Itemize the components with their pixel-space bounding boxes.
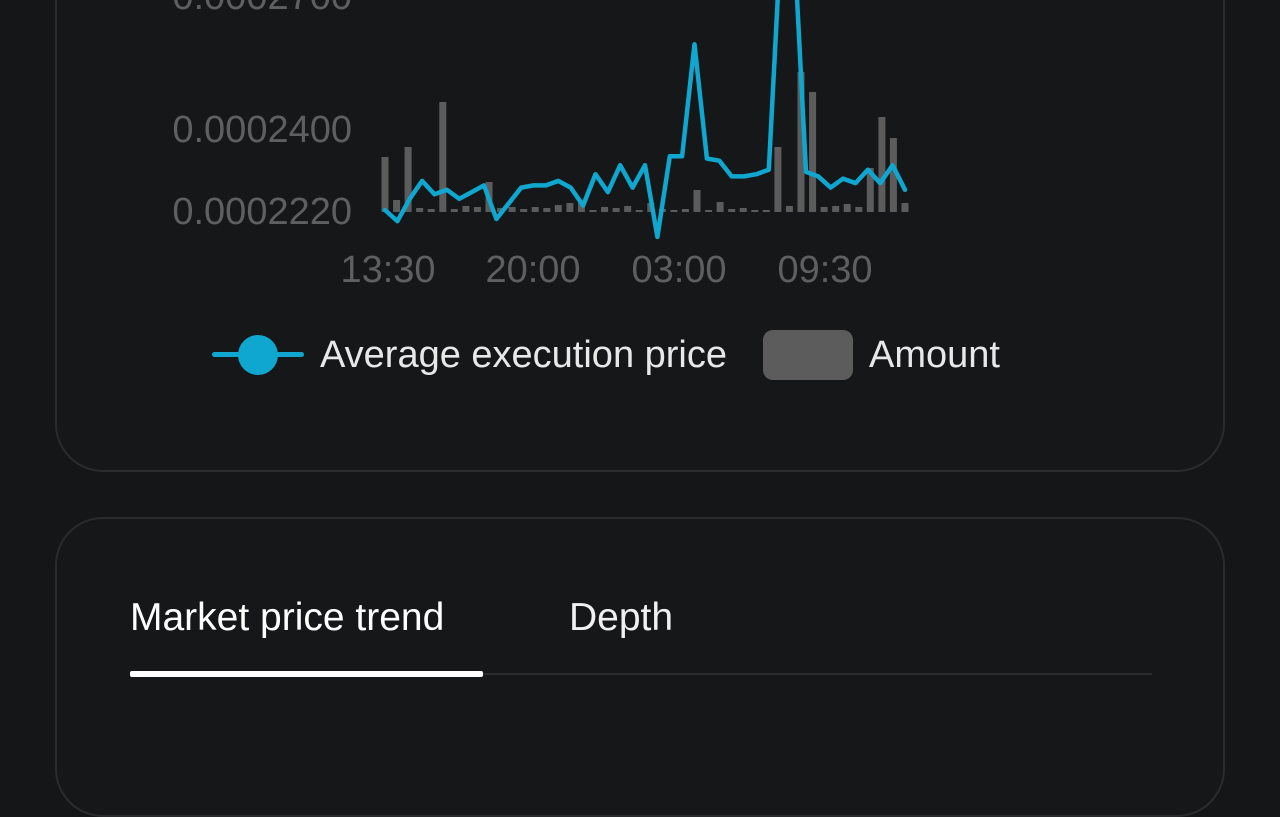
x-axis-tick-label: 13:30 bbox=[340, 249, 435, 291]
legend-dot bbox=[238, 335, 278, 375]
price-legend-icon[interactable] bbox=[212, 328, 304, 382]
amount-bar bbox=[901, 203, 909, 212]
x-axis-labels: 13:30 20:00 03:00 09:30 bbox=[340, 249, 872, 291]
amount-bar bbox=[497, 208, 505, 212]
price-legend-label[interactable]: Average execution price bbox=[320, 333, 727, 376]
price-amount-chart: 0.0002700 0.0002400 0.0002220 13:30 20:00 03… bbox=[172, 0, 909, 291]
amount-bar bbox=[889, 138, 897, 212]
amount-bar bbox=[785, 206, 793, 212]
amount-bar bbox=[728, 209, 736, 212]
amount-bar bbox=[797, 72, 805, 212]
amount-bar bbox=[473, 207, 481, 212]
amount-bar bbox=[381, 157, 389, 212]
amount-bar bbox=[670, 210, 678, 212]
amount-bar bbox=[393, 200, 401, 212]
market-tabs: Market price trend Depth bbox=[130, 596, 1152, 678]
amount-bar bbox=[520, 209, 528, 212]
amount-bar bbox=[705, 210, 713, 212]
tab-depth[interactable]: Depth bbox=[569, 596, 674, 639]
chart-card bbox=[55, 0, 1225, 472]
amount-bar bbox=[832, 206, 840, 212]
amount-bar bbox=[762, 210, 770, 212]
amount-bar bbox=[554, 205, 562, 212]
amount-bar bbox=[878, 117, 886, 212]
y-axis-labels: 0.0002700 0.0002400 0.0002220 bbox=[172, 0, 352, 233]
amount-bar bbox=[635, 210, 643, 212]
amount-bars bbox=[381, 72, 909, 212]
amount-bar bbox=[404, 147, 412, 212]
amount-legend-label[interactable]: Amount bbox=[869, 333, 1000, 376]
x-axis-tick-label: 20:00 bbox=[485, 249, 580, 291]
tab-market-price-trend[interactable]: Market price trend bbox=[130, 596, 445, 639]
price-line-group bbox=[382, 0, 908, 240]
amount-bar bbox=[543, 208, 551, 212]
amount-bar bbox=[751, 210, 759, 212]
amount-bar bbox=[739, 208, 747, 212]
y-axis-tick-label: 0.0002400 bbox=[172, 109, 352, 151]
x-axis-tick-label: 03:00 bbox=[631, 249, 726, 291]
amount-bar bbox=[774, 147, 782, 212]
amount-bar bbox=[809, 92, 817, 212]
amount-bar bbox=[416, 208, 424, 212]
amount-bar bbox=[693, 190, 701, 212]
amount-bar bbox=[866, 168, 874, 212]
price-line bbox=[382, 0, 908, 240]
amount-bar bbox=[855, 207, 863, 212]
y-axis-tick-label: 0.0002700 bbox=[172, 0, 352, 18]
amount-bar bbox=[577, 202, 585, 212]
amount-bar bbox=[462, 206, 470, 212]
amount-bar bbox=[601, 207, 609, 212]
amount-bar bbox=[612, 208, 620, 212]
amount-bar bbox=[508, 207, 516, 212]
amount-bar bbox=[450, 209, 458, 212]
tab-divider bbox=[130, 673, 1152, 675]
amount-legend-icon[interactable] bbox=[763, 330, 853, 380]
amount-bar bbox=[624, 206, 632, 212]
amount-bar bbox=[681, 209, 689, 212]
amount-bar bbox=[439, 102, 447, 212]
amount-bar bbox=[843, 204, 851, 212]
amount-bar bbox=[589, 210, 597, 212]
chart-legend: Average execution price Amount bbox=[212, 328, 1000, 382]
y-axis-tick-label: 0.0002220 bbox=[172, 191, 352, 233]
amount-bar bbox=[716, 202, 724, 212]
x-axis-tick-label: 09:30 bbox=[777, 249, 872, 291]
amount-bar bbox=[820, 207, 828, 212]
amount-bar bbox=[427, 209, 435, 212]
amount-bar bbox=[566, 203, 574, 212]
tab-active-indicator bbox=[130, 671, 483, 677]
amount-bar bbox=[531, 207, 539, 212]
